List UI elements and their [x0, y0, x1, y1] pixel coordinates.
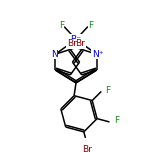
Text: F: F [114, 116, 119, 125]
Text: B⁻: B⁻ [71, 35, 81, 44]
Text: N⁺: N⁺ [92, 50, 104, 59]
Text: N: N [51, 50, 58, 59]
Text: Br: Br [82, 145, 92, 152]
Text: Br: Br [67, 39, 76, 48]
Text: F: F [88, 21, 93, 30]
Text: Br: Br [76, 39, 85, 48]
Text: F: F [106, 86, 111, 95]
Text: F: F [59, 21, 64, 30]
